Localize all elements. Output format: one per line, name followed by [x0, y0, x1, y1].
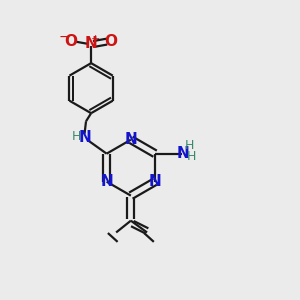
- Text: H: H: [72, 130, 81, 142]
- Text: +: +: [91, 34, 101, 44]
- Text: O: O: [64, 34, 78, 49]
- Text: −: −: [59, 29, 70, 43]
- Text: O: O: [105, 34, 118, 49]
- Text: N: N: [177, 146, 189, 161]
- Text: H: H: [185, 139, 194, 152]
- Text: N: N: [149, 174, 161, 189]
- Text: N: N: [100, 174, 113, 189]
- Text: N: N: [85, 37, 98, 52]
- Text: N: N: [78, 130, 91, 145]
- Text: H: H: [186, 149, 196, 163]
- Text: N: N: [124, 132, 137, 147]
